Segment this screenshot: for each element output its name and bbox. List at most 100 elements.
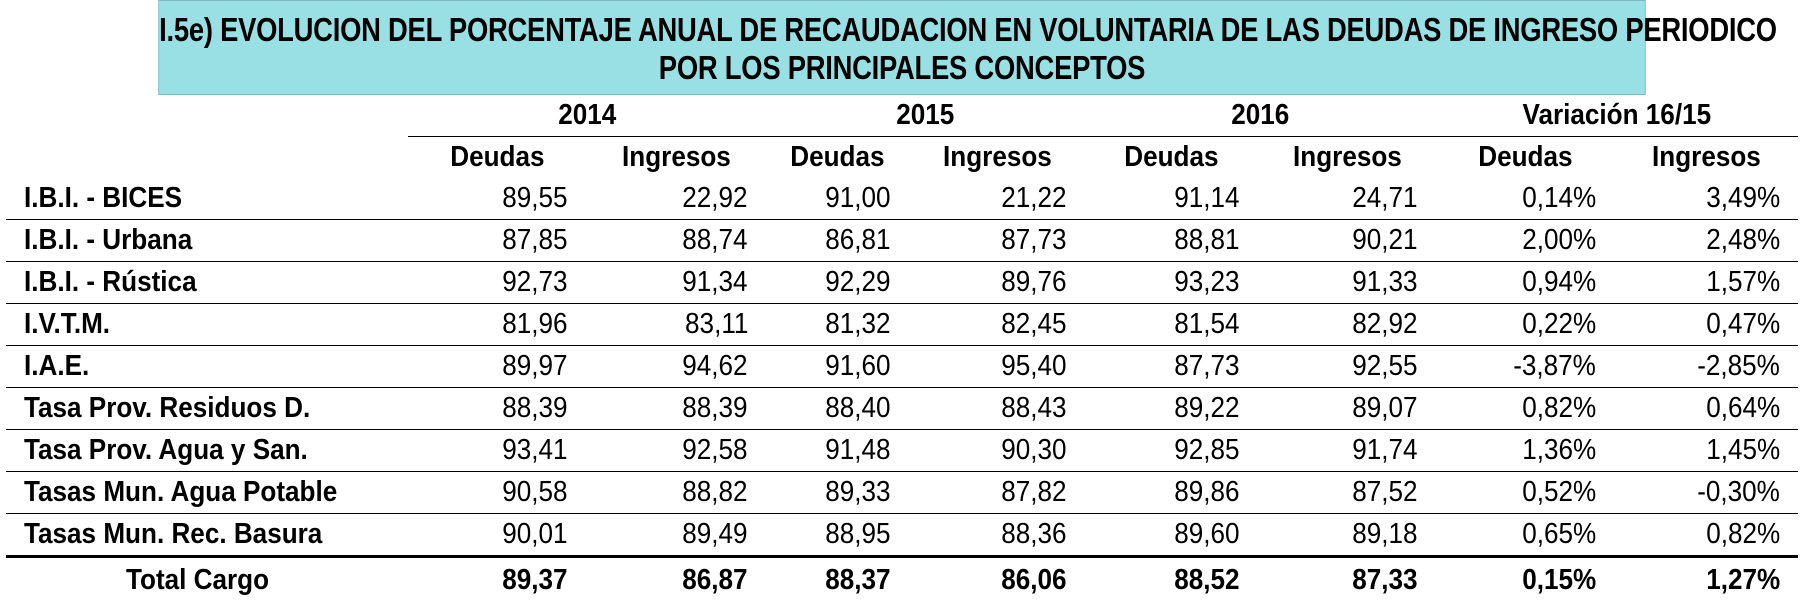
table-row: I.B.I. - Rústica 92,73 91,34 92,29 89,76 93,2…: [6, 261, 1799, 304]
title-line-2: POR LOS PRINCIPALES CONCEPTOS: [658, 49, 1146, 86]
table-cell: 89,33: [766, 471, 910, 514]
total-row: Total Cargo 89,37 86,87 88,37 86,06 88,52 87,3…: [6, 555, 1799, 602]
table-cell: 0,94%: [1436, 261, 1615, 304]
table-cell: 89,97: [408, 345, 586, 388]
table-cell: 91,14: [1085, 178, 1259, 220]
table-cell: 2,48%: [1614, 219, 1799, 262]
table-cell: 0,52%: [1436, 471, 1615, 514]
table-cell: 0,64%: [1614, 387, 1799, 430]
row-label: Tasa Prov. Residuos D.: [6, 387, 408, 430]
total-label: Total Cargo: [6, 555, 408, 602]
table-row: I.B.I. - BICES 89,55 22,92 91,00 21,22 91,14 2…: [6, 178, 1799, 220]
table-cell: 90,21: [1258, 219, 1437, 262]
sub-header: Deudas: [790, 141, 885, 173]
table-row: Tasa Prov. Agua y San. 93,41 92,58 91,48 90,…: [6, 429, 1799, 472]
table-cell: 87,73: [909, 219, 1086, 262]
table-cell: 1,57%: [1614, 261, 1799, 304]
table-row: I.B.I. - Urbana 87,85 88,74 86,81 87,73 88,81…: [6, 219, 1799, 262]
table-cell: 89,07: [1258, 387, 1437, 430]
collection-rate-table: 2014 2015 2016 Variación 16/15 Deudas In…: [6, 95, 1799, 602]
table-cell: 2,00%: [1436, 219, 1615, 262]
table-cell: 87,85: [408, 219, 586, 262]
table-cell: 89,76: [909, 261, 1086, 304]
table-cell: 0,47%: [1614, 303, 1799, 346]
table-cell: 82,92: [1258, 303, 1437, 346]
table-cell: 21,22: [909, 178, 1086, 220]
sub-header: Deudas: [449, 141, 545, 173]
table-cell: -3,87%: [1436, 345, 1615, 388]
table-cell: 88,43: [909, 387, 1086, 430]
table-cell: 95,40: [909, 345, 1086, 388]
table-cell: 92,29: [766, 261, 910, 304]
table-cell: 86,81: [766, 219, 910, 262]
table-cell: 83,11: [586, 303, 767, 346]
row-label: Tasas Mun. Agua Potable: [6, 471, 408, 514]
year-header-variation: Variación 16/15: [1436, 95, 1799, 137]
table-cell: 87,73: [1085, 345, 1259, 388]
table-cell: 88,82: [586, 471, 767, 514]
row-label: I.A.E.: [6, 345, 408, 388]
total-cell: 0,15%: [1436, 555, 1615, 602]
title-line-1: I.5e) EVOLUCION DEL PORCENTAJE ANUAL DE …: [159, 11, 1777, 48]
empty-corner-2: [6, 137, 408, 179]
table-cell: 81,54: [1085, 303, 1259, 346]
table-cell: 89,55: [408, 178, 586, 220]
table-cell: 1,45%: [1614, 429, 1799, 472]
table-cell: 0,82%: [1436, 387, 1615, 430]
table-cell: 81,96: [408, 303, 586, 346]
table-cell: 93,41: [408, 429, 586, 472]
table-cell: 91,34: [586, 261, 767, 304]
total-cell: 1,27%: [1614, 555, 1799, 602]
table-cell: 91,60: [766, 345, 910, 388]
total-cell: 89,37: [408, 555, 586, 602]
table-cell: 89,22: [1085, 387, 1259, 430]
table-cell: 88,36: [909, 513, 1086, 557]
table-cell: 0,22%: [1436, 303, 1615, 346]
table-cell: 94,62: [586, 345, 767, 388]
year-header-row: 2014 2015 2016 Variación 16/15: [6, 95, 1799, 137]
table-cell: 91,48: [766, 429, 910, 472]
sub-header: Deudas: [1477, 141, 1573, 173]
table-cell: 90,30: [909, 429, 1086, 472]
table-cell: 82,45: [909, 303, 1086, 346]
table-cell: 24,71: [1258, 178, 1437, 220]
table-cell: 0,82%: [1614, 513, 1799, 557]
total-cell: 88,37: [766, 555, 910, 602]
table-row: I.V.T.M. 81,96 83,11 81,32 82,45 81,54 82,92 0,…: [6, 303, 1799, 346]
table-row: I.A.E. 89,97 94,62 91,60 95,40 87,73 92,55 -3,8…: [6, 345, 1799, 388]
table-cell: 22,92: [586, 178, 767, 220]
row-label: I.B.I. - Urbana: [6, 219, 408, 262]
row-label: Tasas Mun. Rec. Basura: [6, 513, 408, 557]
total-cell: 87,33: [1258, 555, 1437, 602]
table-cell: 0,65%: [1436, 513, 1615, 557]
table-cell: 92,73: [408, 261, 586, 304]
sub-header: Deudas: [1124, 141, 1219, 173]
table-cell: 87,52: [1258, 471, 1437, 514]
table-cell: -2,85%: [1614, 345, 1799, 388]
table-cell: 1,36%: [1436, 429, 1615, 472]
row-label: I.V.T.M.: [6, 303, 408, 346]
table-cell: 91,33: [1258, 261, 1437, 304]
table-cell: 90,01: [408, 513, 586, 557]
table-cell: 3,49%: [1614, 178, 1799, 220]
empty-corner: [6, 95, 408, 137]
table-cell: 92,85: [1085, 429, 1259, 472]
table-cell: 88,39: [586, 387, 767, 430]
table-cell: 81,32: [766, 303, 910, 346]
year-header-2014: 2014: [408, 95, 767, 137]
table-cell: 92,55: [1258, 345, 1437, 388]
total-cell: 86,06: [909, 555, 1086, 602]
table-cell: 88,95: [766, 513, 910, 557]
sub-header: Ingresos: [942, 141, 1052, 173]
sub-header: Ingresos: [621, 141, 731, 173]
table-cell: 88,74: [586, 219, 767, 262]
table-cell: 93,23: [1085, 261, 1259, 304]
table-title: I.5e) EVOLUCION DEL PORCENTAJE ANUAL DE …: [158, 0, 1777, 95]
table-row: Tasas Mun. Rec. Basura 90,01 89,49 88,95 88,…: [6, 513, 1799, 557]
row-label: I.B.I. - Rústica: [6, 261, 408, 304]
table-row: Tasas Mun. Agua Potable 90,58 88,82 89,33 87…: [6, 471, 1799, 514]
table-cell: 89,60: [1085, 513, 1259, 557]
table-cell: 88,40: [766, 387, 910, 430]
table-cell: 90,58: [408, 471, 586, 514]
